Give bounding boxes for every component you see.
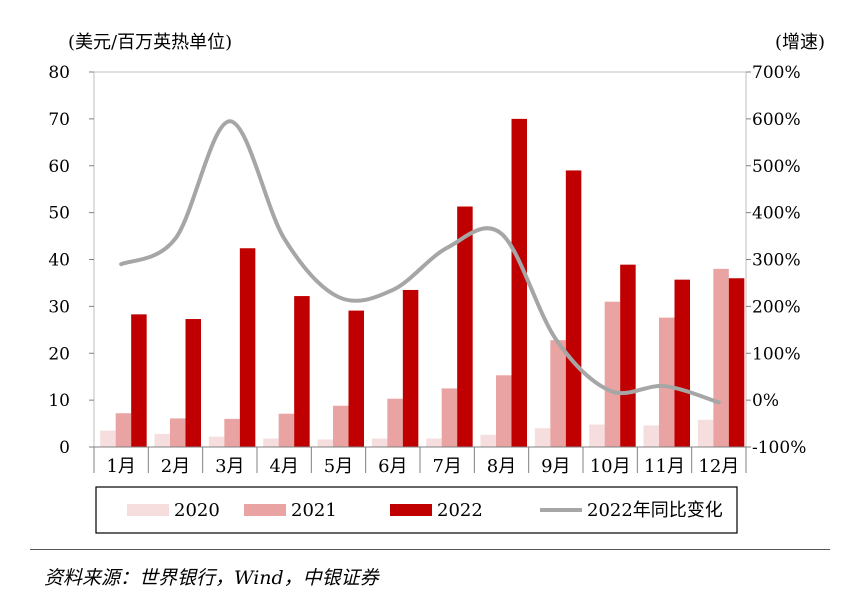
y-right-tick-label: 500% (752, 157, 801, 177)
bar-2021 (604, 301, 621, 447)
bar-2021 (333, 405, 349, 447)
x-tick-label: 3月 (215, 456, 244, 477)
legend-label: 2022年同比变化 (587, 500, 723, 521)
x-tick-label: 5月 (324, 456, 353, 477)
x-tick-label: 12月 (698, 456, 739, 477)
bar-2020 (371, 438, 388, 447)
bar-2020 (589, 424, 605, 447)
x-tick-label: 7月 (432, 456, 461, 477)
bar-2020 (208, 436, 225, 447)
bar-2021 (224, 418, 240, 447)
x-axis: 1月 2月 3月 4月 5月 6月 7月 8月 9月 10月 11月 12月 (93, 446, 747, 477)
y-right-tick-label: 100% (752, 344, 801, 364)
bar-2022 (402, 289, 419, 447)
bar-2020 (426, 438, 442, 447)
legend-box (95, 486, 738, 534)
bar-2021 (713, 268, 729, 447)
bar-2022 (728, 278, 745, 447)
bar-2022 (239, 248, 256, 447)
bar-2021 (550, 340, 566, 447)
growth-line (119, 119, 721, 405)
bar-2020 (643, 425, 659, 447)
bar-2021 (170, 418, 186, 447)
bar-2020 (480, 434, 496, 447)
bar-2022 (565, 170, 582, 447)
y-right-tick-label: 600% (752, 110, 801, 130)
y-right-tick-label: 200% (752, 297, 801, 317)
x-tick-label: 1月 (106, 456, 135, 477)
legend: 2020 2021 2022 2022年同比变化 (95, 486, 738, 534)
y-left-unit: (美元/百万英热单位) (68, 32, 232, 53)
bar-2022 (511, 118, 527, 447)
y-left-tick-label: 10 (48, 391, 70, 411)
y-right-tick-label: 300% (752, 251, 801, 271)
y-left-tick-label: 80 (48, 63, 70, 83)
bar-2021 (659, 317, 675, 447)
bar-2021 (278, 413, 295, 447)
bar-2022 (348, 310, 364, 447)
legend-label: 2020 (174, 500, 220, 521)
y-left-axis: 0 10 20 30 40 50 60 70 80 (48, 63, 94, 458)
y-left-tick-label: 30 (48, 297, 70, 317)
bar-2020 (697, 419, 714, 447)
source-note: 资料来源：世界银行，Wind，中银证券 (44, 567, 379, 589)
bar-2022 (457, 206, 473, 447)
bar-2021 (496, 375, 512, 447)
legend-swatch-2022 (390, 504, 432, 516)
bar-2021 (441, 388, 458, 447)
y-left-tick-label: 70 (48, 110, 70, 130)
y-left-tick-label: 40 (48, 251, 70, 271)
legend-swatch-2021 (244, 504, 286, 516)
y-right-tick-label: -100% (752, 438, 806, 458)
bar-2021 (387, 398, 403, 447)
bar-2022 (131, 314, 147, 447)
x-tick-label: 8月 (487, 456, 516, 477)
bar-2021 (115, 413, 132, 447)
y-left-tick-label: 60 (48, 157, 70, 177)
legend-swatch-2020 (127, 504, 169, 516)
source-divider (30, 549, 830, 550)
line-2022年同比变化 (119, 119, 721, 405)
bar-2020 (263, 438, 279, 447)
y-right-axis: -100% 0% 100% 200% 300% 400% 500% 600% 700% (746, 63, 806, 458)
y-left-tick-label: 50 (48, 204, 70, 224)
x-tick-label: 10月 (590, 456, 631, 477)
legend-label: 2022 (437, 500, 483, 521)
bar-2020 (154, 433, 170, 447)
y-left-tick-label: 20 (48, 344, 70, 364)
legend-label: 2021 (291, 500, 337, 521)
x-tick-label: 11月 (644, 456, 685, 477)
x-tick-label: 4月 (269, 456, 298, 477)
y-right-unit: (增速) (775, 32, 825, 53)
bar-2020 (317, 439, 333, 447)
y-right-tick-label: 400% (752, 204, 801, 224)
bar-2020 (100, 430, 116, 447)
x-tick-label: 9月 (541, 456, 570, 477)
bar-2022 (674, 279, 690, 447)
x-tick-label: 2月 (161, 456, 190, 477)
y-right-tick-label: 0% (752, 391, 779, 411)
bar-2022 (294, 296, 310, 447)
y-left-tick-label: 0 (59, 438, 70, 458)
bar-2020 (534, 428, 551, 447)
y-right-tick-label: 700% (752, 63, 801, 83)
bars (100, 118, 745, 447)
x-tick-label: 6月 (378, 456, 407, 477)
bar-2022 (620, 264, 636, 447)
bar-2022 (185, 319, 201, 447)
